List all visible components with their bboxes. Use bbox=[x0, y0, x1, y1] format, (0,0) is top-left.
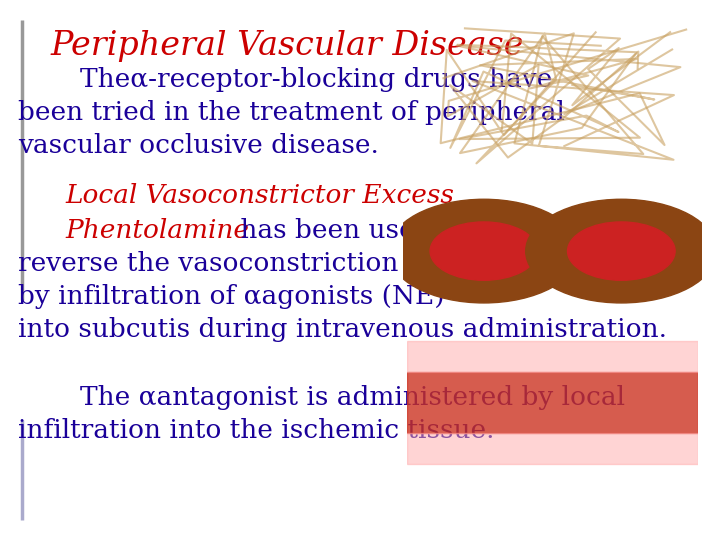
Bar bbox=[407, 341, 698, 372]
Text: infiltration into the ischemic tissue.: infiltration into the ischemic tissue. bbox=[18, 418, 495, 443]
Text: Theα-receptor-blocking drugs have: Theα-receptor-blocking drugs have bbox=[80, 67, 552, 92]
Text: Peripheral Vascular Disease: Peripheral Vascular Disease bbox=[50, 30, 523, 62]
Text: has been used to: has been used to bbox=[232, 218, 467, 243]
Text: into subcutis during intravenous administration.: into subcutis during intravenous adminis… bbox=[18, 317, 667, 342]
Text: The αantagonist is administered by local: The αantagonist is administered by local bbox=[80, 385, 625, 410]
Bar bbox=[407, 372, 698, 433]
Circle shape bbox=[526, 199, 717, 303]
Text: Phentolamine: Phentolamine bbox=[65, 218, 249, 243]
Circle shape bbox=[567, 222, 675, 280]
Text: by infiltration of αagonists (NE): by infiltration of αagonists (NE) bbox=[18, 284, 445, 309]
Circle shape bbox=[388, 199, 580, 303]
Text: vascular occlusive disease.: vascular occlusive disease. bbox=[18, 133, 379, 158]
Text: been tried in the treatment of peripheral: been tried in the treatment of periphera… bbox=[18, 100, 565, 125]
Text: Local Vasoconstrictor Excess: Local Vasoconstrictor Excess bbox=[65, 183, 454, 208]
Circle shape bbox=[430, 222, 538, 280]
Text: reverse the vasoconstriction caused: reverse the vasoconstriction caused bbox=[18, 251, 500, 276]
Bar bbox=[407, 433, 698, 464]
